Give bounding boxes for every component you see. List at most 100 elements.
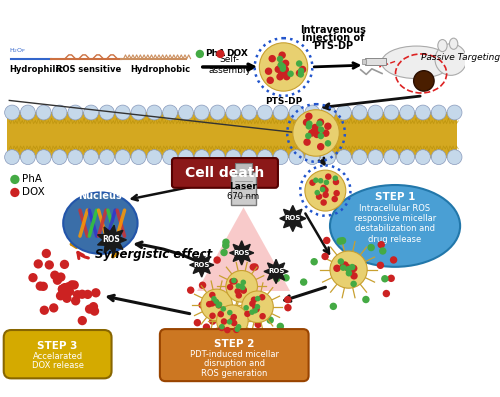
Circle shape xyxy=(254,306,260,312)
Circle shape xyxy=(91,288,101,297)
Text: DOX: DOX xyxy=(22,187,45,197)
Circle shape xyxy=(67,280,76,289)
Circle shape xyxy=(216,301,222,307)
Text: PTS-DP: PTS-DP xyxy=(265,97,302,106)
Circle shape xyxy=(236,283,241,289)
FancyBboxPatch shape xyxy=(160,329,308,381)
Polygon shape xyxy=(98,225,126,254)
Circle shape xyxy=(36,150,51,165)
Polygon shape xyxy=(264,259,288,283)
Circle shape xyxy=(199,281,206,289)
Circle shape xyxy=(196,50,204,58)
Text: destabilization and: destabilization and xyxy=(355,224,435,233)
Text: ROS generation: ROS generation xyxy=(201,368,268,378)
Ellipse shape xyxy=(330,185,460,267)
Circle shape xyxy=(71,296,81,305)
Circle shape xyxy=(209,292,216,298)
Circle shape xyxy=(70,280,79,290)
Circle shape xyxy=(230,314,237,320)
Circle shape xyxy=(34,259,43,269)
Circle shape xyxy=(194,319,201,326)
Text: drug release: drug release xyxy=(368,235,422,244)
Circle shape xyxy=(320,187,326,192)
Text: ROS: ROS xyxy=(284,216,301,222)
Circle shape xyxy=(84,150,98,165)
Circle shape xyxy=(316,193,322,200)
Circle shape xyxy=(284,296,292,303)
Circle shape xyxy=(277,56,283,62)
Circle shape xyxy=(62,285,71,295)
Circle shape xyxy=(252,304,258,311)
Circle shape xyxy=(222,239,230,246)
Circle shape xyxy=(323,237,330,244)
Circle shape xyxy=(305,170,346,211)
Circle shape xyxy=(316,120,322,127)
Circle shape xyxy=(282,274,290,281)
Text: Laser: Laser xyxy=(230,182,258,191)
Circle shape xyxy=(350,265,358,272)
Circle shape xyxy=(218,311,224,318)
Circle shape xyxy=(236,324,242,330)
Circle shape xyxy=(336,237,344,245)
Circle shape xyxy=(131,150,146,165)
Circle shape xyxy=(264,310,272,318)
Circle shape xyxy=(162,150,178,165)
Circle shape xyxy=(85,304,94,314)
Text: Accelarated: Accelarated xyxy=(32,352,82,361)
Circle shape xyxy=(303,119,310,126)
Circle shape xyxy=(317,143,324,150)
Circle shape xyxy=(274,105,288,120)
Circle shape xyxy=(298,71,304,78)
Bar xyxy=(235,163,252,174)
Circle shape xyxy=(313,131,320,138)
Circle shape xyxy=(60,260,69,269)
Circle shape xyxy=(229,278,235,285)
Circle shape xyxy=(249,309,255,315)
Circle shape xyxy=(58,285,67,294)
Circle shape xyxy=(350,272,358,279)
Circle shape xyxy=(304,139,311,146)
Polygon shape xyxy=(230,241,254,265)
Text: Intracellular ROS: Intracellular ROS xyxy=(360,204,430,213)
Circle shape xyxy=(306,123,312,130)
Circle shape xyxy=(259,294,266,301)
Circle shape xyxy=(49,303,58,312)
Text: Nucleus: Nucleus xyxy=(78,191,122,201)
Text: Synergistic effect: Synergistic effect xyxy=(94,247,212,260)
Circle shape xyxy=(283,73,290,80)
Circle shape xyxy=(201,289,232,321)
Circle shape xyxy=(216,302,222,308)
Circle shape xyxy=(226,105,240,120)
Text: PTS-DP: PTS-DP xyxy=(312,41,353,51)
Circle shape xyxy=(432,150,446,165)
Circle shape xyxy=(254,304,260,310)
Circle shape xyxy=(162,105,178,120)
Circle shape xyxy=(220,249,228,256)
Circle shape xyxy=(65,287,74,296)
Circle shape xyxy=(305,133,312,139)
Circle shape xyxy=(310,129,317,136)
Circle shape xyxy=(320,105,336,120)
Text: DOX: DOX xyxy=(226,50,248,58)
Bar xyxy=(232,172,256,206)
Circle shape xyxy=(216,305,248,337)
Circle shape xyxy=(296,60,302,67)
Circle shape xyxy=(211,296,216,302)
Circle shape xyxy=(242,150,256,165)
Circle shape xyxy=(320,185,327,191)
Circle shape xyxy=(352,150,367,165)
Circle shape xyxy=(435,44,466,75)
Circle shape xyxy=(232,278,238,285)
Circle shape xyxy=(280,63,286,70)
Circle shape xyxy=(20,150,36,165)
Circle shape xyxy=(249,301,256,307)
Circle shape xyxy=(53,276,62,285)
Circle shape xyxy=(229,317,235,324)
Circle shape xyxy=(244,310,250,317)
Text: 670 nm: 670 nm xyxy=(228,192,260,200)
Circle shape xyxy=(210,312,216,319)
Circle shape xyxy=(252,263,259,271)
Circle shape xyxy=(78,289,87,299)
Ellipse shape xyxy=(438,40,447,52)
Circle shape xyxy=(214,256,221,264)
